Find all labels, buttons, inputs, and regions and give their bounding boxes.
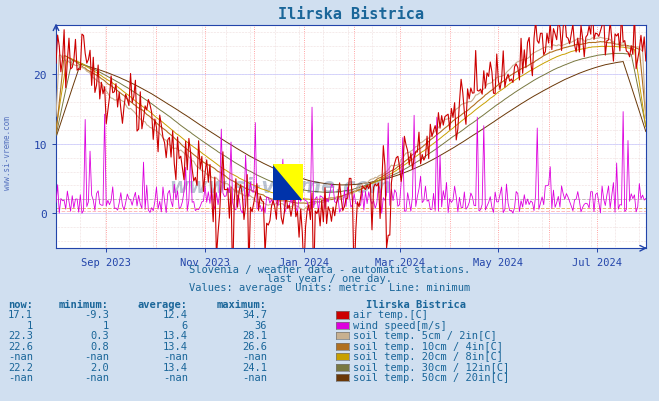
Title: Ilirska Bistrica: Ilirska Bistrica (278, 7, 424, 22)
Text: 13.4: 13.4 (163, 362, 188, 372)
Text: 6: 6 (182, 320, 188, 330)
Text: -nan: -nan (163, 372, 188, 382)
Polygon shape (273, 164, 303, 200)
Text: 22.3: 22.3 (8, 330, 33, 340)
Text: 1: 1 (27, 320, 33, 330)
Text: 13.4: 13.4 (163, 330, 188, 340)
Text: Values: average  Units: metric  Line: minimum: Values: average Units: metric Line: mini… (189, 283, 470, 293)
Text: www.si-vreme.com: www.si-vreme.com (169, 176, 391, 196)
Text: 1: 1 (103, 320, 109, 330)
Text: www.si-vreme.com: www.si-vreme.com (3, 115, 13, 189)
Text: last year / one day.: last year / one day. (267, 273, 392, 284)
Text: 2.0: 2.0 (90, 362, 109, 372)
Text: soil temp. 20cm / 8in[C]: soil temp. 20cm / 8in[C] (353, 351, 503, 361)
Text: 24.1: 24.1 (242, 362, 267, 372)
Text: soil temp. 30cm / 12in[C]: soil temp. 30cm / 12in[C] (353, 362, 509, 372)
Text: maximum:: maximum: (217, 299, 267, 309)
Text: -nan: -nan (8, 372, 33, 382)
Text: -nan: -nan (8, 351, 33, 361)
Text: wind speed[m/s]: wind speed[m/s] (353, 320, 446, 330)
Text: 0.3: 0.3 (90, 330, 109, 340)
Text: soil temp. 5cm / 2in[C]: soil temp. 5cm / 2in[C] (353, 330, 496, 340)
Text: Slovenia / weather data - automatic stations.: Slovenia / weather data - automatic stat… (189, 264, 470, 274)
Text: 36: 36 (254, 320, 267, 330)
Text: -nan: -nan (242, 351, 267, 361)
Text: 34.7: 34.7 (242, 310, 267, 320)
Text: Ilirska Bistrica: Ilirska Bistrica (366, 299, 466, 309)
Text: 22.2: 22.2 (8, 362, 33, 372)
Text: 26.6: 26.6 (242, 341, 267, 351)
Text: 13.4: 13.4 (163, 341, 188, 351)
Text: 22.6: 22.6 (8, 341, 33, 351)
Text: 12.4: 12.4 (163, 310, 188, 320)
Text: -9.3: -9.3 (84, 310, 109, 320)
Text: minimum:: minimum: (59, 299, 109, 309)
Text: -nan: -nan (84, 372, 109, 382)
Text: soil temp. 10cm / 4in[C]: soil temp. 10cm / 4in[C] (353, 341, 503, 351)
Text: average:: average: (138, 299, 188, 309)
Text: 28.1: 28.1 (242, 330, 267, 340)
Text: air temp.[C]: air temp.[C] (353, 310, 428, 320)
Text: -nan: -nan (163, 351, 188, 361)
Text: now:: now: (8, 299, 33, 309)
Text: 17.1: 17.1 (8, 310, 33, 320)
Text: 0.8: 0.8 (90, 341, 109, 351)
Text: -nan: -nan (84, 351, 109, 361)
Polygon shape (273, 164, 303, 200)
Text: soil temp. 50cm / 20in[C]: soil temp. 50cm / 20in[C] (353, 372, 509, 382)
Text: -nan: -nan (242, 372, 267, 382)
